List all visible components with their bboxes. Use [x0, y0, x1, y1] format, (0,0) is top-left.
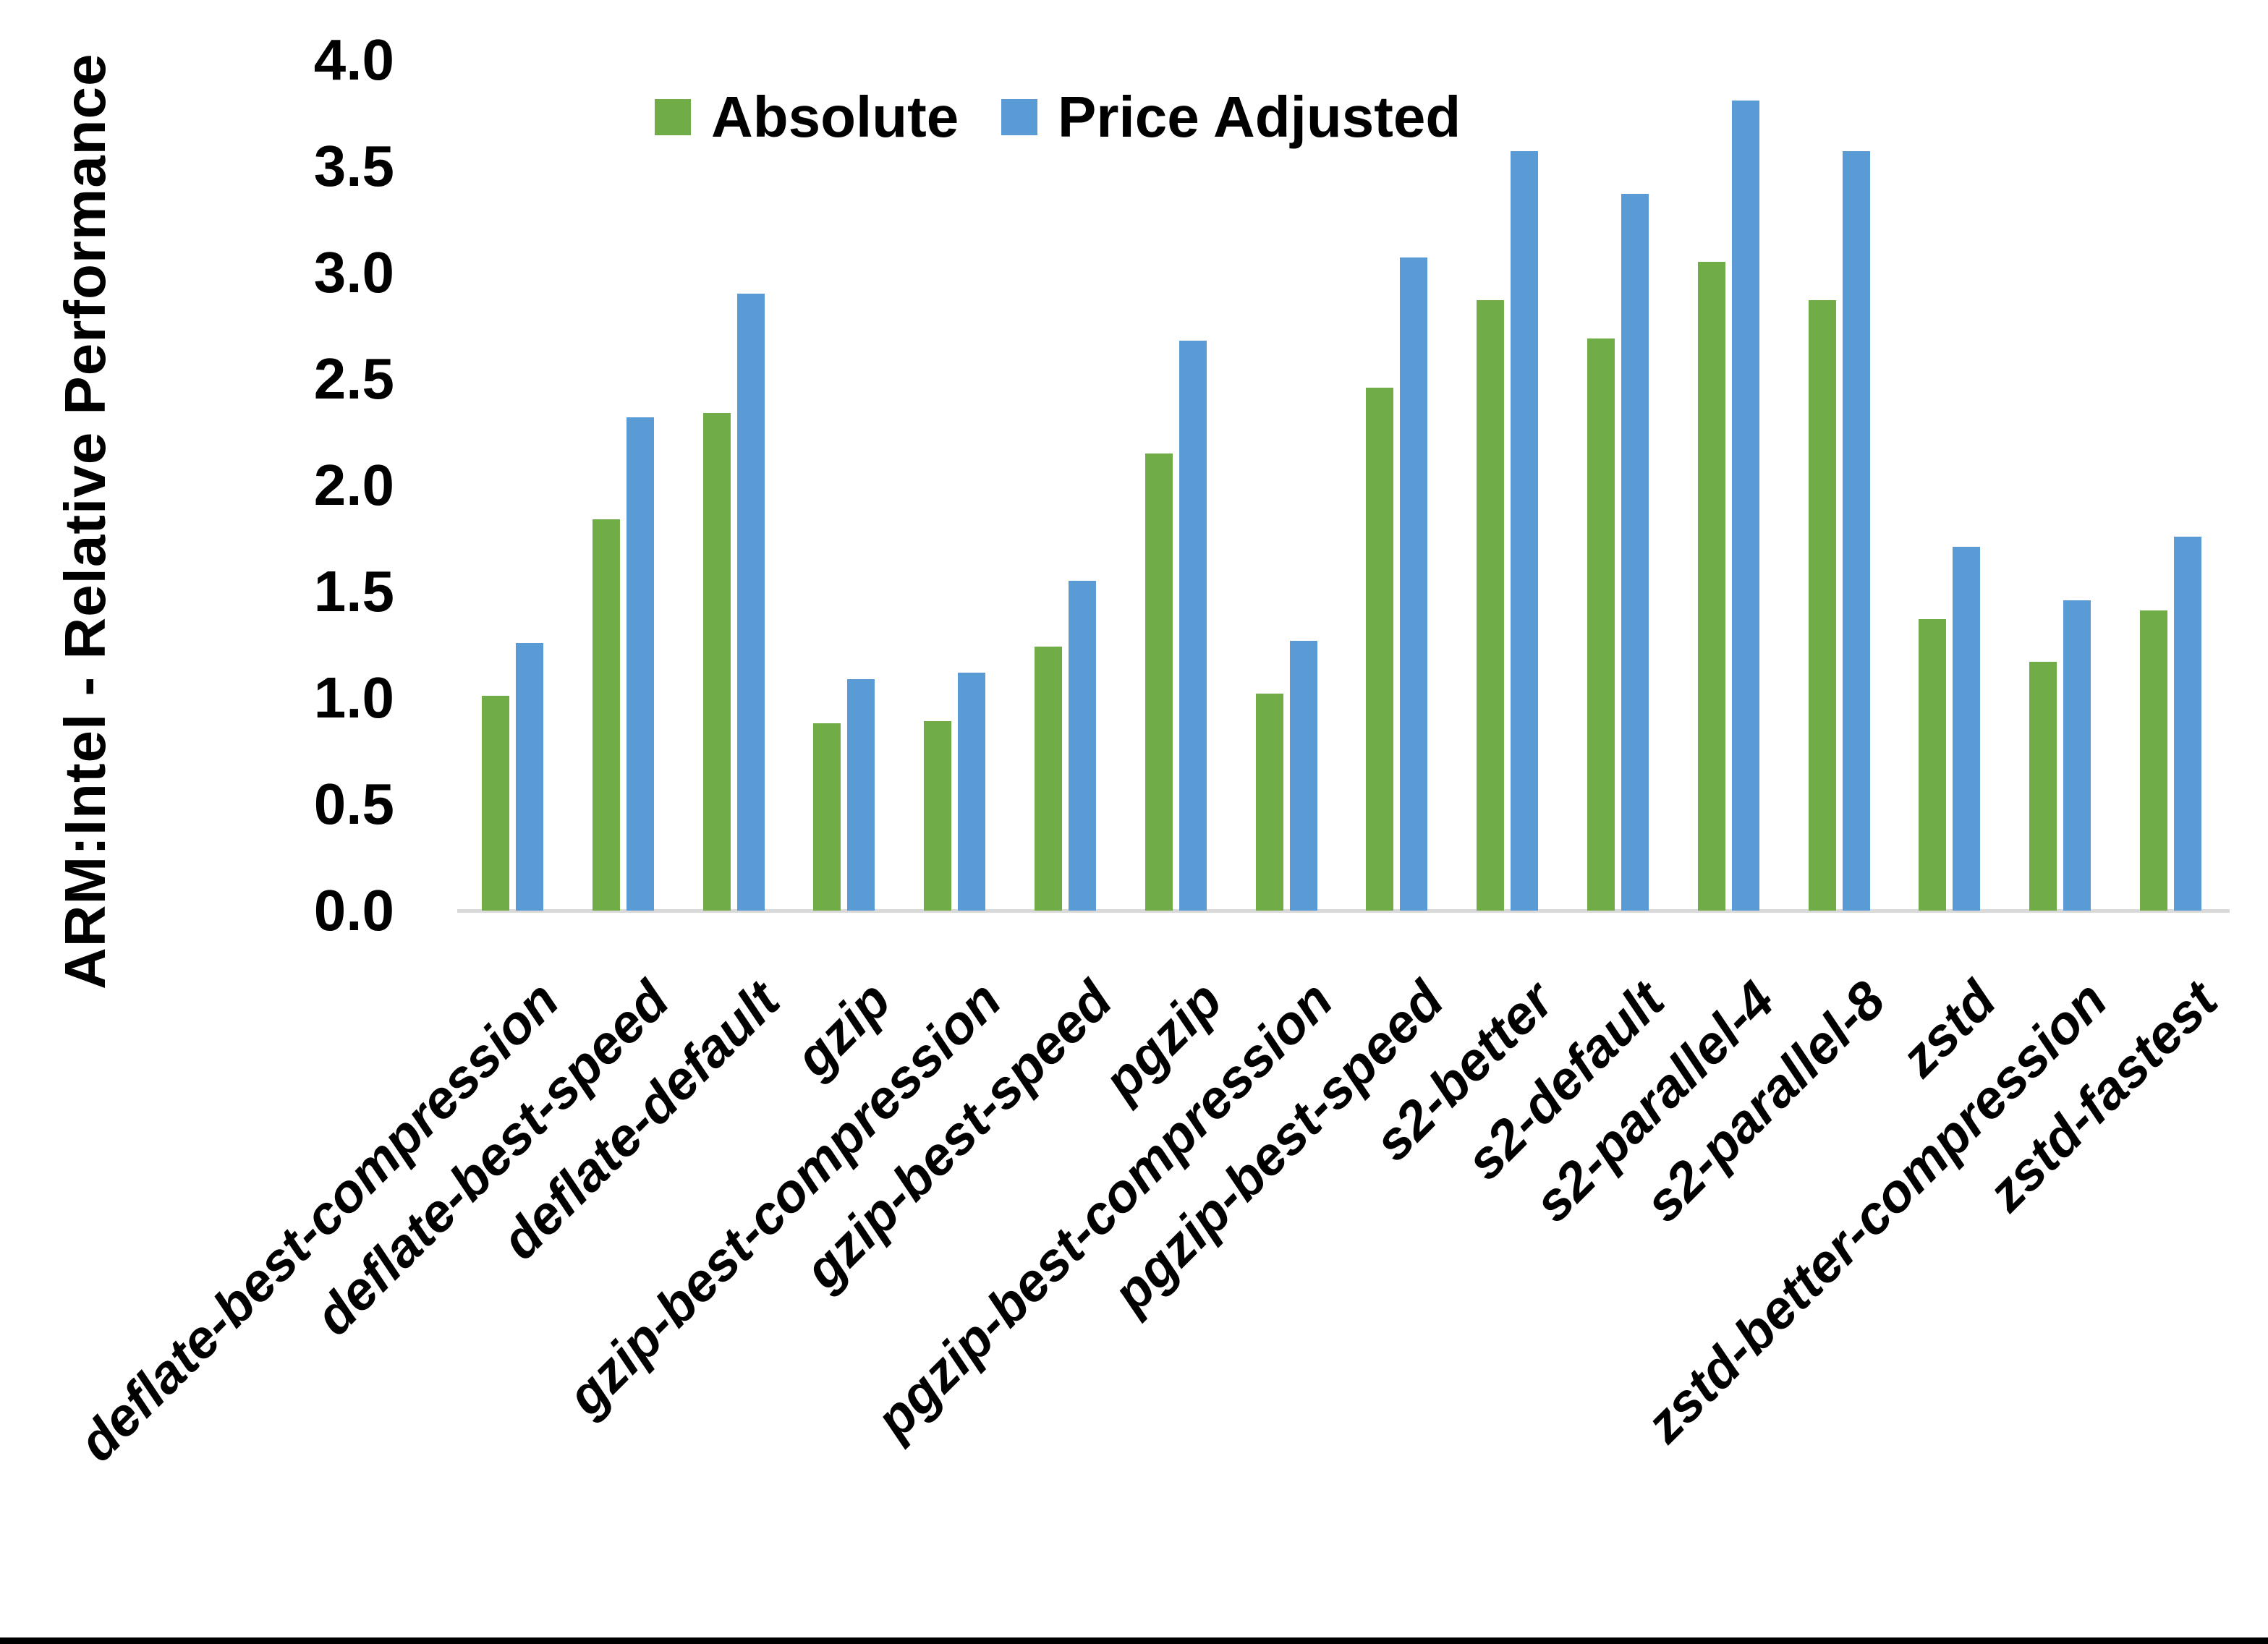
bar-absolute	[2140, 610, 2167, 911]
bar-price-adjusted	[1953, 547, 1980, 911]
x-axis-line	[457, 909, 2230, 913]
bar-price-adjusted	[1843, 151, 1870, 911]
bar-absolute	[482, 696, 509, 911]
bar-absolute	[924, 721, 951, 911]
bar-absolute	[1145, 453, 1173, 911]
bar-absolute	[703, 413, 731, 911]
bar-absolute	[1919, 619, 1946, 911]
bar-price-adjusted	[1621, 194, 1649, 911]
bar-absolute	[1587, 338, 1615, 911]
legend-item-absolute: Absolute	[655, 85, 959, 149]
legend-item-price-adjusted: Price Adjusted	[1001, 85, 1461, 149]
bar-absolute	[813, 723, 841, 911]
legend-swatch-price-adjusted	[1001, 99, 1037, 135]
bar-price-adjusted	[1290, 641, 1317, 911]
y-tick-label: 2.0	[313, 453, 394, 517]
bar-absolute	[1698, 262, 1725, 911]
bar-price-adjusted	[516, 643, 543, 911]
bar-price-adjusted	[1400, 257, 1427, 911]
bar-absolute	[1256, 694, 1283, 911]
legend-swatch-absolute	[655, 99, 691, 135]
y-tick-label: 1.0	[313, 665, 394, 730]
bar-price-adjusted	[958, 673, 985, 911]
bar-absolute	[593, 519, 620, 911]
bar-price-adjusted	[1511, 151, 1538, 911]
bar-price-adjusted	[847, 679, 875, 911]
y-tick-label: 3.5	[313, 134, 394, 198]
y-tick-label: 4.0	[313, 27, 394, 92]
bar-price-adjusted	[627, 417, 654, 911]
y-axis-title: ARM:Intel - Relative Performance	[53, 53, 117, 989]
bar-price-adjusted	[2174, 537, 2201, 911]
y-tick-label: 3.0	[313, 240, 394, 304]
bottom-border	[0, 1637, 2268, 1644]
y-tick-label: 1.5	[313, 559, 394, 623]
bar-price-adjusted	[1732, 101, 1759, 911]
bar-price-adjusted	[1069, 581, 1096, 911]
legend-label-price-adjusted: Price Adjusted	[1058, 85, 1461, 149]
y-tick-label: 0.0	[313, 878, 394, 942]
bar-absolute	[2029, 662, 2057, 911]
bar-price-adjusted	[2063, 600, 2091, 911]
bar-price-adjusted	[1179, 341, 1207, 911]
bar-absolute	[1477, 300, 1504, 911]
y-tick-label: 2.5	[313, 346, 394, 411]
bar-absolute	[1366, 388, 1393, 911]
bar-absolute	[1809, 300, 1836, 911]
bar-absolute	[1035, 647, 1062, 911]
legend-label-absolute: Absolute	[711, 85, 959, 149]
bar-price-adjusted	[737, 294, 765, 911]
y-tick-label: 0.5	[313, 772, 394, 836]
